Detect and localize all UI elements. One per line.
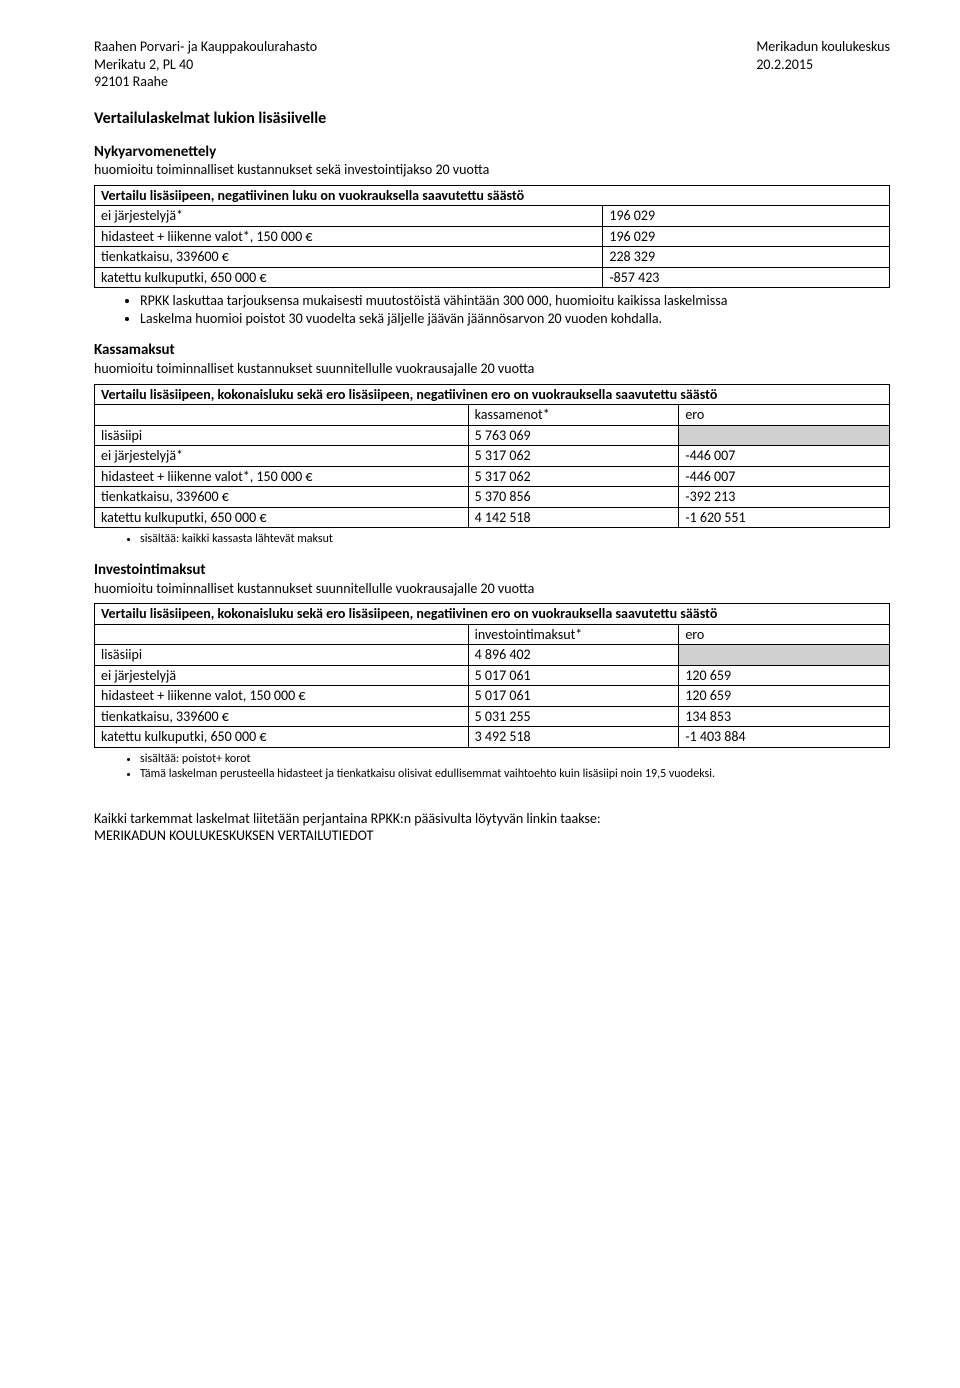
footer-note: Kaikki tarkemmat laskelmat liitetään per… xyxy=(94,810,890,845)
table3-r1-v2: 120 659 xyxy=(679,665,890,686)
table2-r2-v1: 5 317 062 xyxy=(468,466,679,487)
table3-r0-v2 xyxy=(679,645,890,666)
table2-r1-label: ei järjestelyjä* xyxy=(95,446,469,467)
table-row: lisäsiipi 5 763 069 xyxy=(95,425,890,446)
bullet-item: Laskelma huomioi poistot 30 vuodelta sek… xyxy=(140,310,890,328)
table-kassamaksut: Vertailu lisäsiipeen, kokonaisluku sekä … xyxy=(94,384,890,529)
table2-h3: ero xyxy=(679,405,890,426)
table2-title: Vertailu lisäsiipeen, kokonaisluku sekä … xyxy=(95,384,890,405)
header-project: Merikadun koulukeskus xyxy=(756,38,890,56)
table-row: tienkatkaisu, 339600 € 5 031 255 134 853 xyxy=(95,706,890,727)
table2-r2-label: hidasteet + liikenne valot*, 150 000 € xyxy=(95,466,469,487)
table-row: hidasteet + liikenne valot*, 150 000 € 5… xyxy=(95,466,890,487)
document-header: Raahen Porvari- ja Kauppakoulurahasto Me… xyxy=(94,38,890,91)
table3-h1 xyxy=(95,624,469,645)
table-row: tienkatkaisu, 339600 € 228 329 xyxy=(95,247,890,268)
table1-r2-v1: 228 329 xyxy=(603,247,890,268)
section-nykyarvomenettely: Nykyarvomenettely huomioitu toiminnallis… xyxy=(94,143,890,328)
table3-r2-label: hidasteet + liikenne valot, 150 000 € xyxy=(95,686,469,707)
table1-r1-v1: 196 029 xyxy=(603,226,890,247)
table2-r0-label: lisäsiipi xyxy=(95,425,469,446)
table3-title: Vertailu lisäsiipeen, kokonaisluku sekä … xyxy=(95,604,890,625)
table3-r0-label: lisäsiipi xyxy=(95,645,469,666)
footer-line2: MERIKADUN KOULUKESKUKSEN VERTAILUTIEDOT xyxy=(94,827,890,845)
table-row: ei järjestelyjä* 196 029 xyxy=(95,206,890,227)
table1-r1-label: hidasteet + liikenne valot*, 150 000 € xyxy=(95,226,603,247)
table-row: hidasteet + liikenne valot*, 150 000 € 1… xyxy=(95,226,890,247)
bullet-item: sisältää: kaikki kassasta lähtevät maksu… xyxy=(140,532,890,547)
section-investointimaksut: Investointimaksut huomioitu toiminnallis… xyxy=(94,561,890,782)
table1-r2-label: tienkatkaisu, 339600 € xyxy=(95,247,603,268)
table-row: ei järjestelyjä 5 017 061 120 659 xyxy=(95,665,890,686)
section-kassamaksut: Kassamaksut huomioitu toiminnalliset kus… xyxy=(94,341,890,547)
table3-r4-label: katettu kulkuputki, 650 000 € xyxy=(95,727,469,748)
table2-r1-v1: 5 317 062 xyxy=(468,446,679,467)
table1-title: Vertailu lisäsiipeen, negatiivinen luku … xyxy=(95,185,890,206)
header-date: 20.2.2015 xyxy=(756,56,890,74)
table2-r4-v1: 4 142 518 xyxy=(468,507,679,528)
table1-r0-label: ei järjestelyjä* xyxy=(95,206,603,227)
page: Raahen Porvari- ja Kauppakoulurahasto Me… xyxy=(0,0,960,885)
section1-bullets: RPKK laskuttaa tarjouksensa mukaisesti m… xyxy=(94,292,890,327)
table3-r1-v1: 5 017 061 xyxy=(468,665,679,686)
table1-r0-v1: 196 029 xyxy=(603,206,890,227)
table-nykyarvomenettely: Vertailu lisäsiipeen, negatiivinen luku … xyxy=(94,185,890,289)
section3-heading: Investointimaksut xyxy=(94,561,890,580)
table2-r4-v2: -1 620 551 xyxy=(679,507,890,528)
section1-sub: huomioitu toiminnalliset kustannukset se… xyxy=(94,161,890,179)
section3-sub: huomioitu toiminnalliset kustannukset su… xyxy=(94,580,890,598)
table3-r3-v1: 5 031 255 xyxy=(468,706,679,727)
table2-r3-v1: 5 370 856 xyxy=(468,487,679,508)
bullet-item: Tämä laskelman perusteella hidasteet ja … xyxy=(140,767,890,782)
table3-r2-v2: 120 659 xyxy=(679,686,890,707)
table-row: katettu kulkuputki, 650 000 € 3 492 518 … xyxy=(95,727,890,748)
table2-r0-v2 xyxy=(679,425,890,446)
table-row: hidasteet + liikenne valot, 150 000 € 5 … xyxy=(95,686,890,707)
header-left: Raahen Porvari- ja Kauppakoulurahasto Me… xyxy=(94,38,317,91)
section2-sub: huomioitu toiminnalliset kustannukset su… xyxy=(94,360,890,378)
table3-r4-v2: -1 403 884 xyxy=(679,727,890,748)
table2-r3-label: tienkatkaisu, 339600 € xyxy=(95,487,469,508)
table-row: tienkatkaisu, 339600 € 5 370 856 -392 21… xyxy=(95,487,890,508)
header-address-2: 92101 Raahe xyxy=(94,73,317,91)
table1-r3-label: katettu kulkuputki, 650 000 € xyxy=(95,267,603,288)
table2-r3-v2: -392 213 xyxy=(679,487,890,508)
table-row: kassamenot* ero xyxy=(95,405,890,426)
page-title: Vertailulaskelmat lukion lisäsiivelle xyxy=(94,109,890,129)
table2-r4-label: katettu kulkuputki, 650 000 € xyxy=(95,507,469,528)
section2-bullets: sisältää: kaikki kassasta lähtevät maksu… xyxy=(94,532,890,547)
table-investointimaksut: Vertailu lisäsiipeen, kokonaisluku sekä … xyxy=(94,603,890,748)
section1-heading: Nykyarvomenettely xyxy=(94,143,890,162)
header-org: Raahen Porvari- ja Kauppakoulurahasto xyxy=(94,38,317,56)
table-row: ei järjestelyjä* 5 317 062 -446 007 xyxy=(95,446,890,467)
table3-r3-label: tienkatkaisu, 339600 € xyxy=(95,706,469,727)
table2-h1 xyxy=(95,405,469,426)
table3-h3: ero xyxy=(679,624,890,645)
table2-r2-v2: -446 007 xyxy=(679,466,890,487)
table3-r3-v2: 134 853 xyxy=(679,706,890,727)
table-row: investointimaksut* ero xyxy=(95,624,890,645)
header-address-1: Merikatu 2, PL 40 xyxy=(94,56,317,74)
table3-h2: investointimaksut* xyxy=(468,624,679,645)
table3-r4-v1: 3 492 518 xyxy=(468,727,679,748)
table-row: lisäsiipi 4 896 402 xyxy=(95,645,890,666)
header-right: Merikadun koulukeskus 20.2.2015 xyxy=(756,38,890,91)
footer-line1: Kaikki tarkemmat laskelmat liitetään per… xyxy=(94,810,890,828)
section2-heading: Kassamaksut xyxy=(94,341,890,360)
table2-r0-v1: 5 763 069 xyxy=(468,425,679,446)
table2-r1-v2: -446 007 xyxy=(679,446,890,467)
table-row: katettu kulkuputki, 650 000 € 4 142 518 … xyxy=(95,507,890,528)
table2-h2: kassamenot* xyxy=(468,405,679,426)
table-row: katettu kulkuputki, 650 000 € -857 423 xyxy=(95,267,890,288)
table3-r0-v1: 4 896 402 xyxy=(468,645,679,666)
table3-r1-label: ei järjestelyjä xyxy=(95,665,469,686)
section3-bullets: sisältää: poistot+ korot Tämä laskelman … xyxy=(94,752,890,782)
bullet-item: RPKK laskuttaa tarjouksensa mukaisesti m… xyxy=(140,292,890,310)
bullet-item: sisältää: poistot+ korot xyxy=(140,752,890,767)
table1-r3-v1: -857 423 xyxy=(603,267,890,288)
table3-r2-v1: 5 017 061 xyxy=(468,686,679,707)
